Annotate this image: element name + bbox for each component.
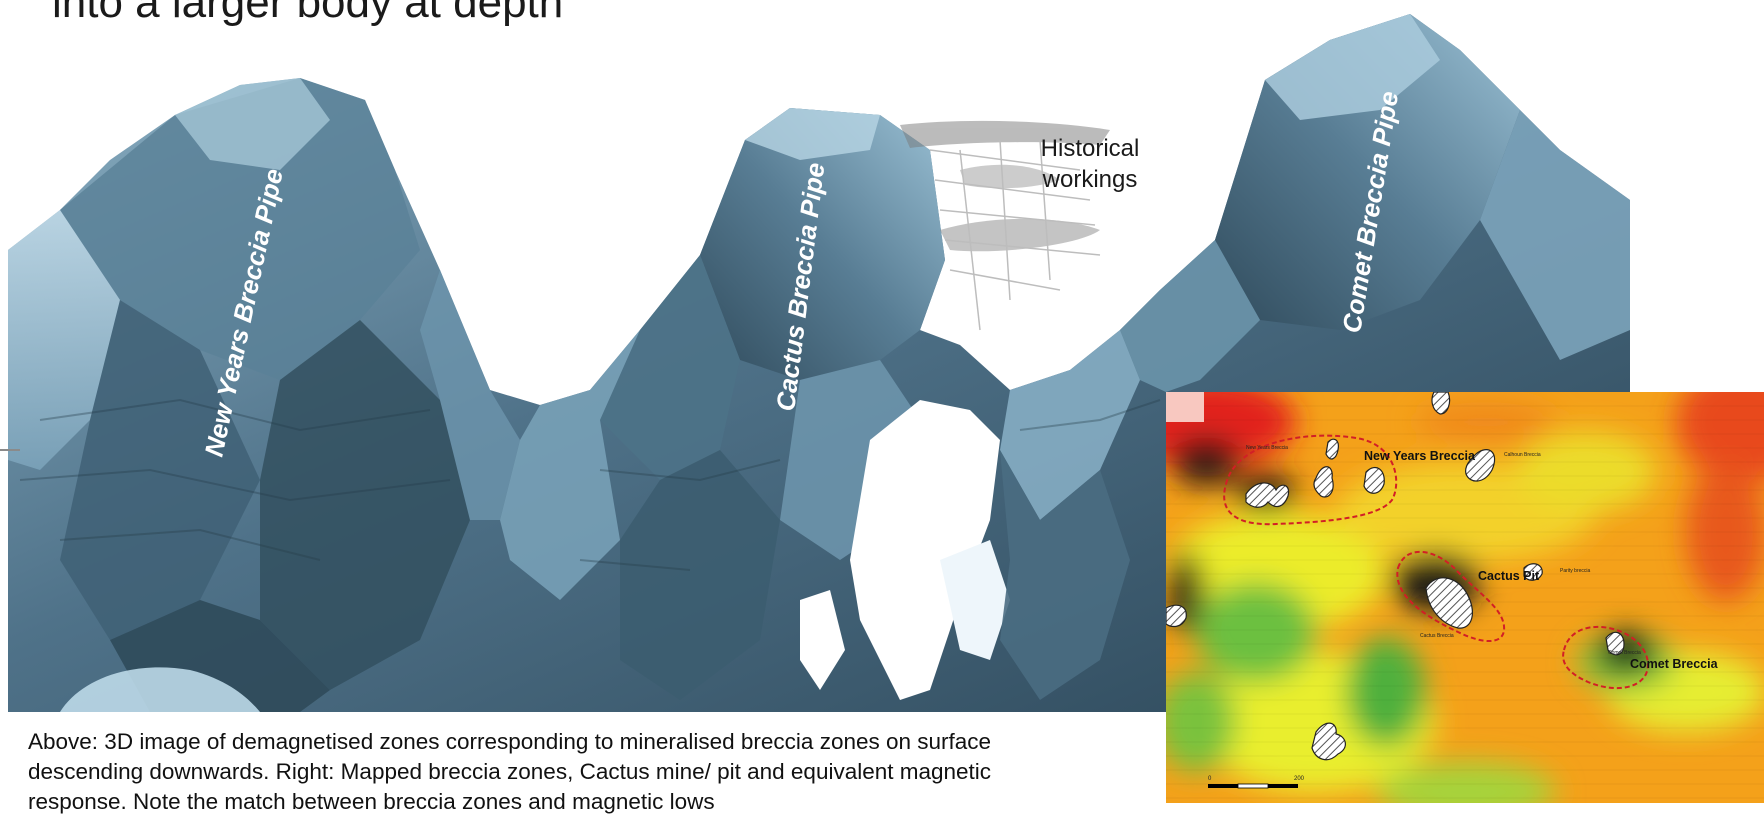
historical-label-line2: workings — [1042, 166, 1138, 193]
breccia-outcrops — [1166, 392, 1625, 761]
map-label-new-years: New Years Breccia — [1364, 449, 1476, 463]
historical-label-line1: Historical — [1040, 135, 1140, 162]
historical-workings-label: Historical workings — [1010, 133, 1170, 195]
breccia-boundaries — [1223, 434, 1649, 690]
caption-line-1: Above: 3D image of demagnetised zones co… — [28, 729, 992, 754]
caption-line-3: response. Note the match between breccia… — [28, 789, 715, 814]
magnetic-map: 0 200 New Years Breccia Cactus Pit Comet… — [1166, 392, 1764, 803]
historical-workings — [900, 120, 1110, 331]
scale-bar: 0 200 — [1208, 776, 1305, 789]
map-small-parity: Parity breccia — [1560, 568, 1591, 574]
map-small-cactus: Cactus Breccia — [1420, 633, 1454, 639]
slide-title: into a larger body at depth — [52, 0, 564, 27]
map-small-new-years: New Years Breccia — [1246, 445, 1288, 451]
scale-end: 200 — [1294, 776, 1305, 782]
slide-divider — [0, 449, 20, 451]
map-label-cactus-pit: Cactus Pit — [1478, 569, 1540, 583]
caption-line-2: descending downwards. Right: Mapped brec… — [28, 759, 992, 784]
void-region — [850, 400, 1000, 700]
figure-caption: Above: 3D image of demagnetised zones co… — [28, 727, 1168, 817]
map-small-calhoun: Calhoun Breccia — [1504, 452, 1541, 458]
scale-start: 0 — [1208, 776, 1212, 782]
map-small-comet: Comet Breccia — [1608, 650, 1641, 656]
map-label-comet: Comet Breccia — [1630, 657, 1719, 671]
